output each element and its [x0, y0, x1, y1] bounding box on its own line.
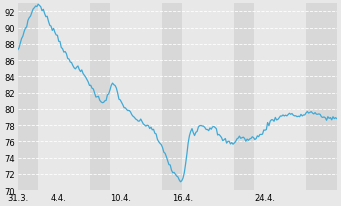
Bar	[162, 4, 182, 190]
Bar	[234, 4, 254, 190]
Bar	[110, 4, 162, 190]
Bar	[90, 4, 110, 190]
Bar	[306, 4, 337, 190]
Bar	[254, 4, 306, 190]
Bar	[38, 4, 90, 190]
Bar	[18, 4, 38, 190]
Bar	[182, 4, 234, 190]
